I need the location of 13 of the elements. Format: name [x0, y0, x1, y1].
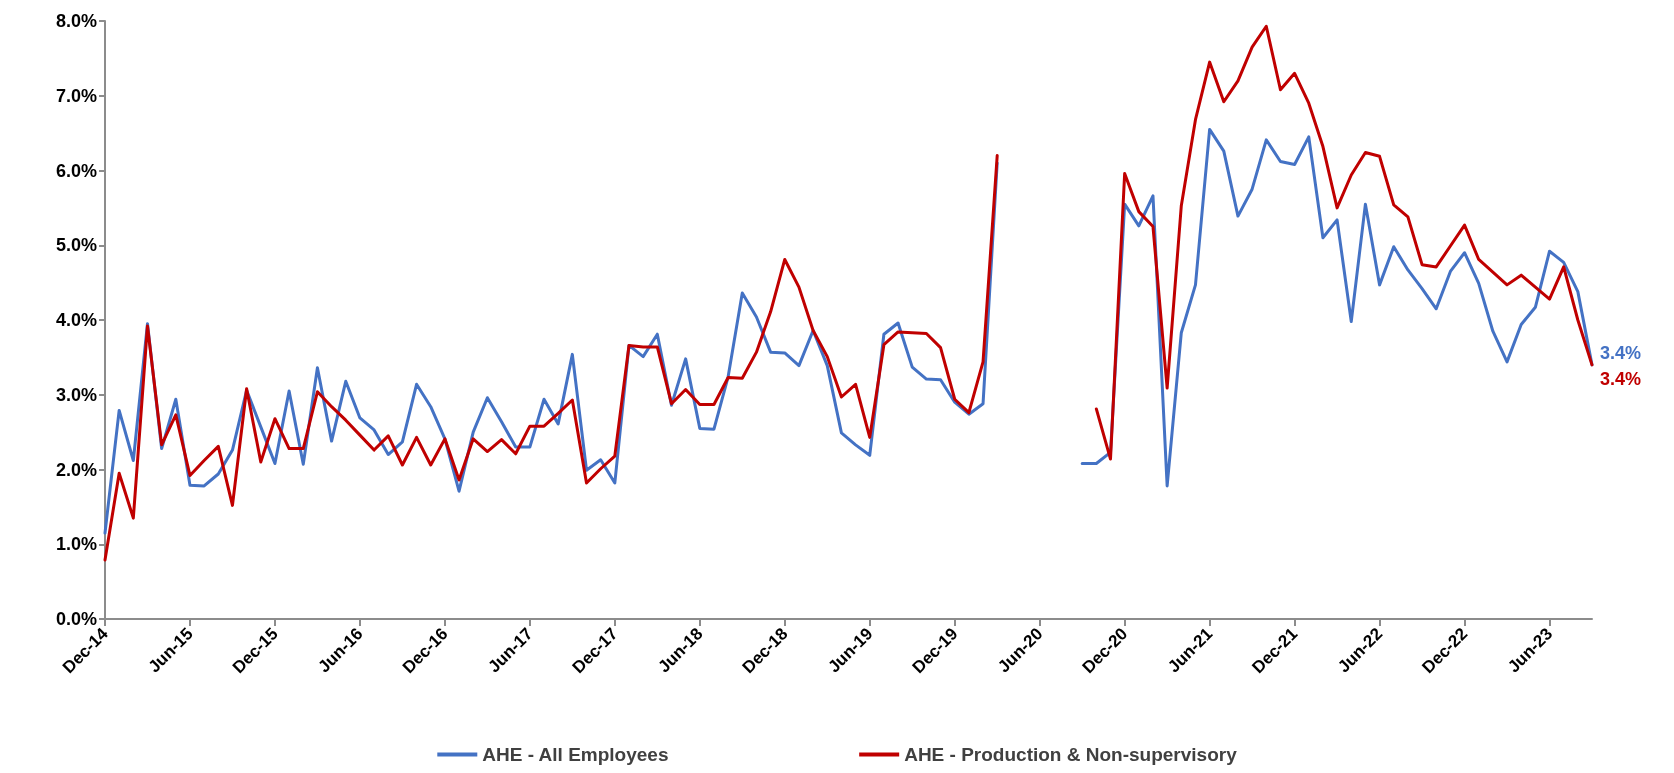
- y-tick-label: 2.0%: [55, 459, 97, 480]
- legend-label: AHE - Production & Non-supervisory: [904, 744, 1238, 765]
- data-label: 3.4%: [1600, 342, 1642, 363]
- legend-label: AHE - All Employees: [482, 744, 669, 765]
- y-tick-label: 8.0%: [55, 11, 97, 31]
- y-tick-label: 4.0%: [55, 310, 97, 330]
- y-tick-label: 3.0%: [55, 384, 97, 405]
- data-label: 3.4%: [1600, 368, 1642, 389]
- y-tick-label: 1.0%: [55, 534, 97, 555]
- y-tick-label: 0.0%: [55, 609, 97, 629]
- y-tick-label: 7.0%: [55, 85, 97, 106]
- y-tick-label: 5.0%: [55, 235, 97, 256]
- y-tick-label: 6.0%: [55, 160, 97, 181]
